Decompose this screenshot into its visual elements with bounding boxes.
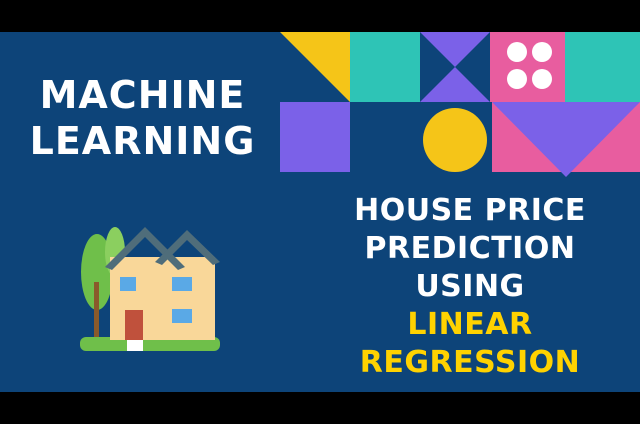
left-title-line-2: LEARNING xyxy=(29,119,256,163)
right-title-line-2: PREDICTION xyxy=(364,231,576,266)
right-title-line-1: HOUSE PRICE xyxy=(354,193,586,228)
highlight-line-2: REGRESSION xyxy=(359,345,581,380)
left-title: MACHINE LEARNING xyxy=(0,72,285,164)
thumbnail: MACHINE LEARNING xyxy=(0,32,640,392)
highlight-line-1: LINEAR xyxy=(407,307,533,342)
geometric-pattern xyxy=(280,32,640,177)
left-title-line-1: MACHINE xyxy=(39,73,246,117)
right-title: HOUSE PRICE PREDICTION USING LINEAR REGR… xyxy=(320,192,620,382)
right-title-line-3: USING xyxy=(415,269,525,304)
house-icon xyxy=(80,227,220,351)
